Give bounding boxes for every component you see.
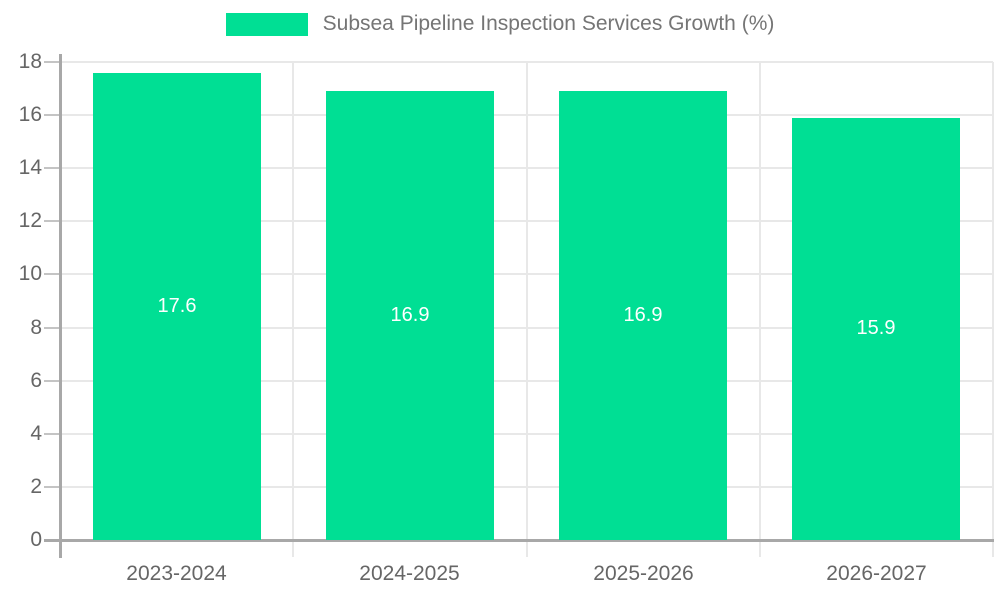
y-tick-label: 2 bbox=[30, 475, 42, 498]
y-tick-label: 12 bbox=[18, 209, 42, 232]
x-gridline bbox=[292, 62, 294, 557]
y-tick-label: 16 bbox=[18, 103, 42, 126]
x-tick-label: 2026-2027 bbox=[826, 562, 927, 585]
y-tick-label: 0 bbox=[30, 528, 42, 551]
bar-data-label: 15.9 bbox=[856, 317, 896, 339]
bar bbox=[93, 73, 261, 540]
y-tick-label: 10 bbox=[18, 262, 42, 285]
x-axis-line bbox=[44, 539, 994, 542]
bar-data-label: 17.6 bbox=[157, 295, 197, 317]
x-gridline bbox=[992, 62, 994, 557]
x-tick-label: 2024-2025 bbox=[359, 562, 460, 585]
y-tick-label: 8 bbox=[30, 316, 42, 339]
x-tick-label: 2023-2024 bbox=[126, 562, 227, 585]
bar bbox=[326, 91, 494, 540]
y-tick-label: 14 bbox=[18, 156, 42, 179]
y-tick-label: 4 bbox=[30, 422, 42, 445]
y-axis-tick bbox=[44, 114, 60, 117]
y-axis-tick bbox=[44, 326, 60, 329]
legend-swatch bbox=[225, 12, 308, 36]
legend-label: Subsea Pipeline Inspection Services Grow… bbox=[322, 12, 775, 35]
y-axis-tick bbox=[44, 220, 60, 223]
legend: Subsea Pipeline Inspection Services Grow… bbox=[0, 12, 1000, 36]
x-gridline bbox=[526, 62, 528, 557]
y-axis-tick bbox=[44, 167, 60, 170]
x-tick-label: 2025-2026 bbox=[593, 562, 694, 585]
y-axis-tick bbox=[44, 379, 60, 382]
bar-data-label: 16.9 bbox=[623, 304, 663, 326]
y-tick-label: 6 bbox=[30, 369, 42, 392]
y-axis-tick bbox=[44, 485, 60, 488]
y-axis-tick bbox=[44, 61, 60, 63]
bar bbox=[559, 91, 727, 540]
y-axis-tick bbox=[44, 273, 60, 276]
y-axis-line bbox=[59, 54, 62, 558]
x-gridline bbox=[759, 62, 761, 557]
y-tick-label: 18 bbox=[18, 50, 42, 73]
y-axis-tick bbox=[44, 432, 60, 435]
bar bbox=[792, 118, 960, 540]
bar-data-label: 16.9 bbox=[390, 304, 430, 326]
